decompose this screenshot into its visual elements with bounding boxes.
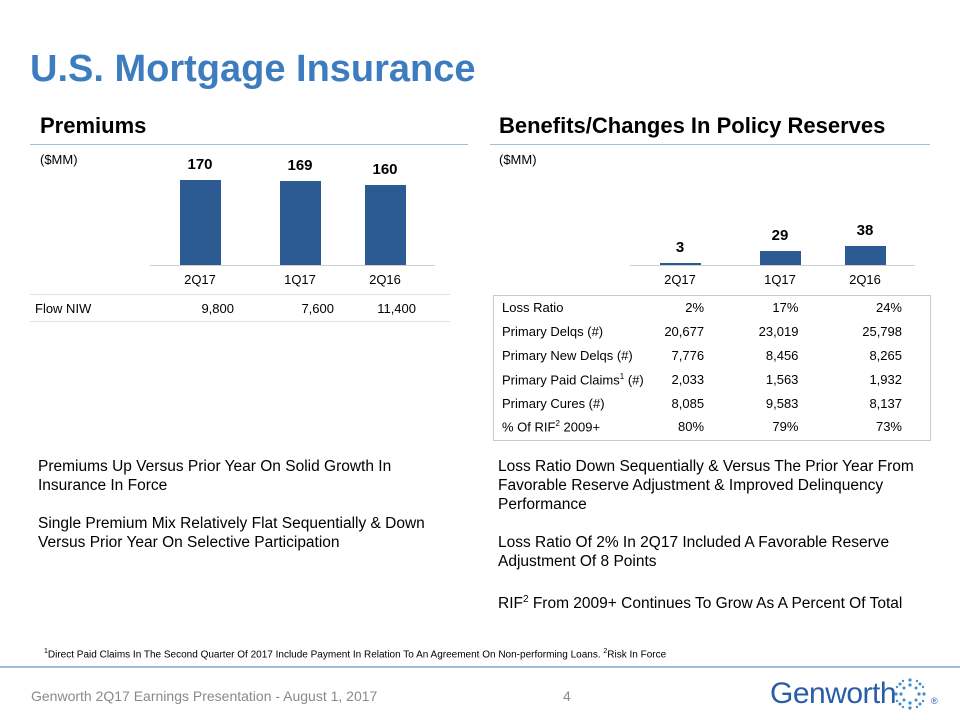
premiums-chart: 170 2Q17 169 1Q17 160 2Q16 — [150, 150, 450, 290]
premiums-bar-2q16 — [364, 185, 406, 265]
footnote: 1Direct Paid Claims In The Second Quarte… — [44, 648, 667, 661]
flow-niw-2q16: 11,400 — [377, 301, 416, 316]
row-label: Primary Delqs (#) — [502, 324, 604, 340]
genworth-logo: Genworth ® — [770, 674, 950, 714]
row-label: Primary Paid Claims1 (#) — [502, 371, 644, 387]
flow-niw-label: Flow NIW — [35, 301, 92, 316]
benefits-data-label: 38 — [856, 222, 874, 239]
benefits-category-label: 2Q17 — [664, 272, 696, 287]
premiums-bullet: Premiums Up Versus Prior Year On Solid G… — [38, 458, 392, 494]
table-cell: 80% — [678, 419, 705, 435]
table-cell: 17% — [772, 300, 799, 316]
logo-wordmark: Genworth — [770, 677, 897, 710]
premiums-bullet: Single Premium Mix Relatively Flat Seque… — [38, 515, 425, 551]
table-cell: 24% — [875, 300, 902, 316]
benefits-bar-1q17 — [759, 250, 801, 265]
flow-niw-2q17: 9,800 — [201, 301, 234, 316]
table-cell: 1,932 — [869, 371, 902, 387]
benefits-bar-2q16 — [844, 246, 886, 265]
premiums-x-axis — [150, 265, 435, 266]
sunburst-icon — [894, 678, 926, 710]
premiums-category-label: 2Q17 — [184, 272, 216, 287]
benefits-bar-2q17 — [659, 263, 701, 265]
table-cell: 1,563 — [765, 371, 799, 387]
benefits-bullet: Loss Ratio Down Sequentially & Versus Th… — [498, 458, 914, 513]
premiums-data-label: 160 — [372, 161, 398, 178]
benefits-heading-rule — [490, 144, 930, 145]
premiums-unit: ($MM) — [40, 152, 78, 167]
footer-text: Genworth 2Q17 Earnings Presentation - Au… — [31, 688, 378, 704]
flow-niw-row: Flow NIW 9,800 7,600 11,400 — [30, 294, 450, 322]
row-label: Loss Ratio — [502, 300, 564, 316]
footer-rule — [0, 666, 960, 668]
premiums-category-label: 2Q16 — [369, 272, 401, 287]
table-row: Loss Ratio 2% 17% 24% — [494, 296, 930, 320]
benefits-data-label: 29 — [771, 226, 789, 244]
table-cell: 2,033 — [671, 371, 705, 387]
benefits-chart: 3 2Q17 29 1Q17 38 2Q16 — [630, 150, 930, 290]
table-cell: 23,019 — [758, 324, 799, 340]
table-cell: 20,677 — [664, 324, 705, 340]
row-label: Primary Cures (#) — [502, 395, 605, 411]
registered-mark: ® — [931, 696, 938, 706]
premiums-bar-1q17 — [279, 180, 321, 265]
table-row: Primary New Delqs (#) 7,776 8,456 8,265 — [494, 344, 930, 368]
table-cell: 7,776 — [671, 347, 705, 363]
benefits-category-label: 1Q17 — [764, 272, 796, 287]
row-label: Primary New Delqs (#) — [502, 347, 633, 363]
premiums-data-label: 170 — [187, 156, 213, 173]
table-cell: 8,265 — [869, 347, 902, 363]
table-cell: 79% — [772, 419, 799, 435]
benefits-heading: Benefits/Changes In Policy Reserves — [499, 113, 886, 138]
page-number: 4 — [563, 688, 571, 704]
page-title: U.S. Mortgage Insurance — [30, 48, 476, 90]
premiums-category-label: 1Q17 — [284, 272, 316, 287]
benefits-bullets: Loss Ratio Down Sequentially & Versus Th… — [498, 457, 938, 632]
premiums-bullets: Premiums Up Versus Prior Year On Solid G… — [38, 457, 438, 571]
premiums-data-label: 169 — [287, 156, 313, 174]
table-cell: 8,085 — [671, 395, 705, 411]
table-cell: 25,798 — [862, 324, 902, 340]
table-row: % Of RIF2 2009+ 80% 79% 73% — [494, 415, 930, 439]
table-row: Primary Delqs (#) 20,677 23,019 25,798 — [494, 320, 930, 344]
benefits-table: Loss Ratio 2% 17% 24% Primary Delqs (#) 20,67… — [493, 295, 931, 441]
flow-niw-1q17: 7,600 — [301, 301, 334, 316]
premiums-heading-rule — [30, 144, 468, 145]
table-cell: 73% — [875, 419, 902, 435]
premiums-heading: Premiums — [40, 113, 147, 138]
benefits-bullet: Loss Ratio Of 2% In 2Q17 Included A Favo… — [498, 534, 890, 570]
table-cell: 9,583 — [765, 395, 799, 411]
benefits-data-label: 3 — [675, 239, 685, 256]
benefits-x-axis — [630, 265, 915, 266]
benefits-unit: ($MM) — [499, 152, 537, 167]
benefits-bullet: RIF2 From 2009+ Continues To Grow As A P… — [498, 594, 903, 613]
row-label: % Of RIF2 2009+ — [502, 419, 601, 435]
benefits-category-label: 2Q16 — [849, 272, 881, 287]
table-cell: 8,456 — [765, 347, 799, 363]
table-cell: 8,137 — [869, 395, 902, 411]
table-row: Primary Cures (#) 8,085 9,583 8,137 — [494, 391, 930, 415]
premiums-bar-2q17 — [179, 180, 221, 265]
table-row: Primary Paid Claims1 (#) 2,033 1,563 1,932 — [494, 367, 930, 391]
table-cell: 2% — [685, 300, 705, 316]
